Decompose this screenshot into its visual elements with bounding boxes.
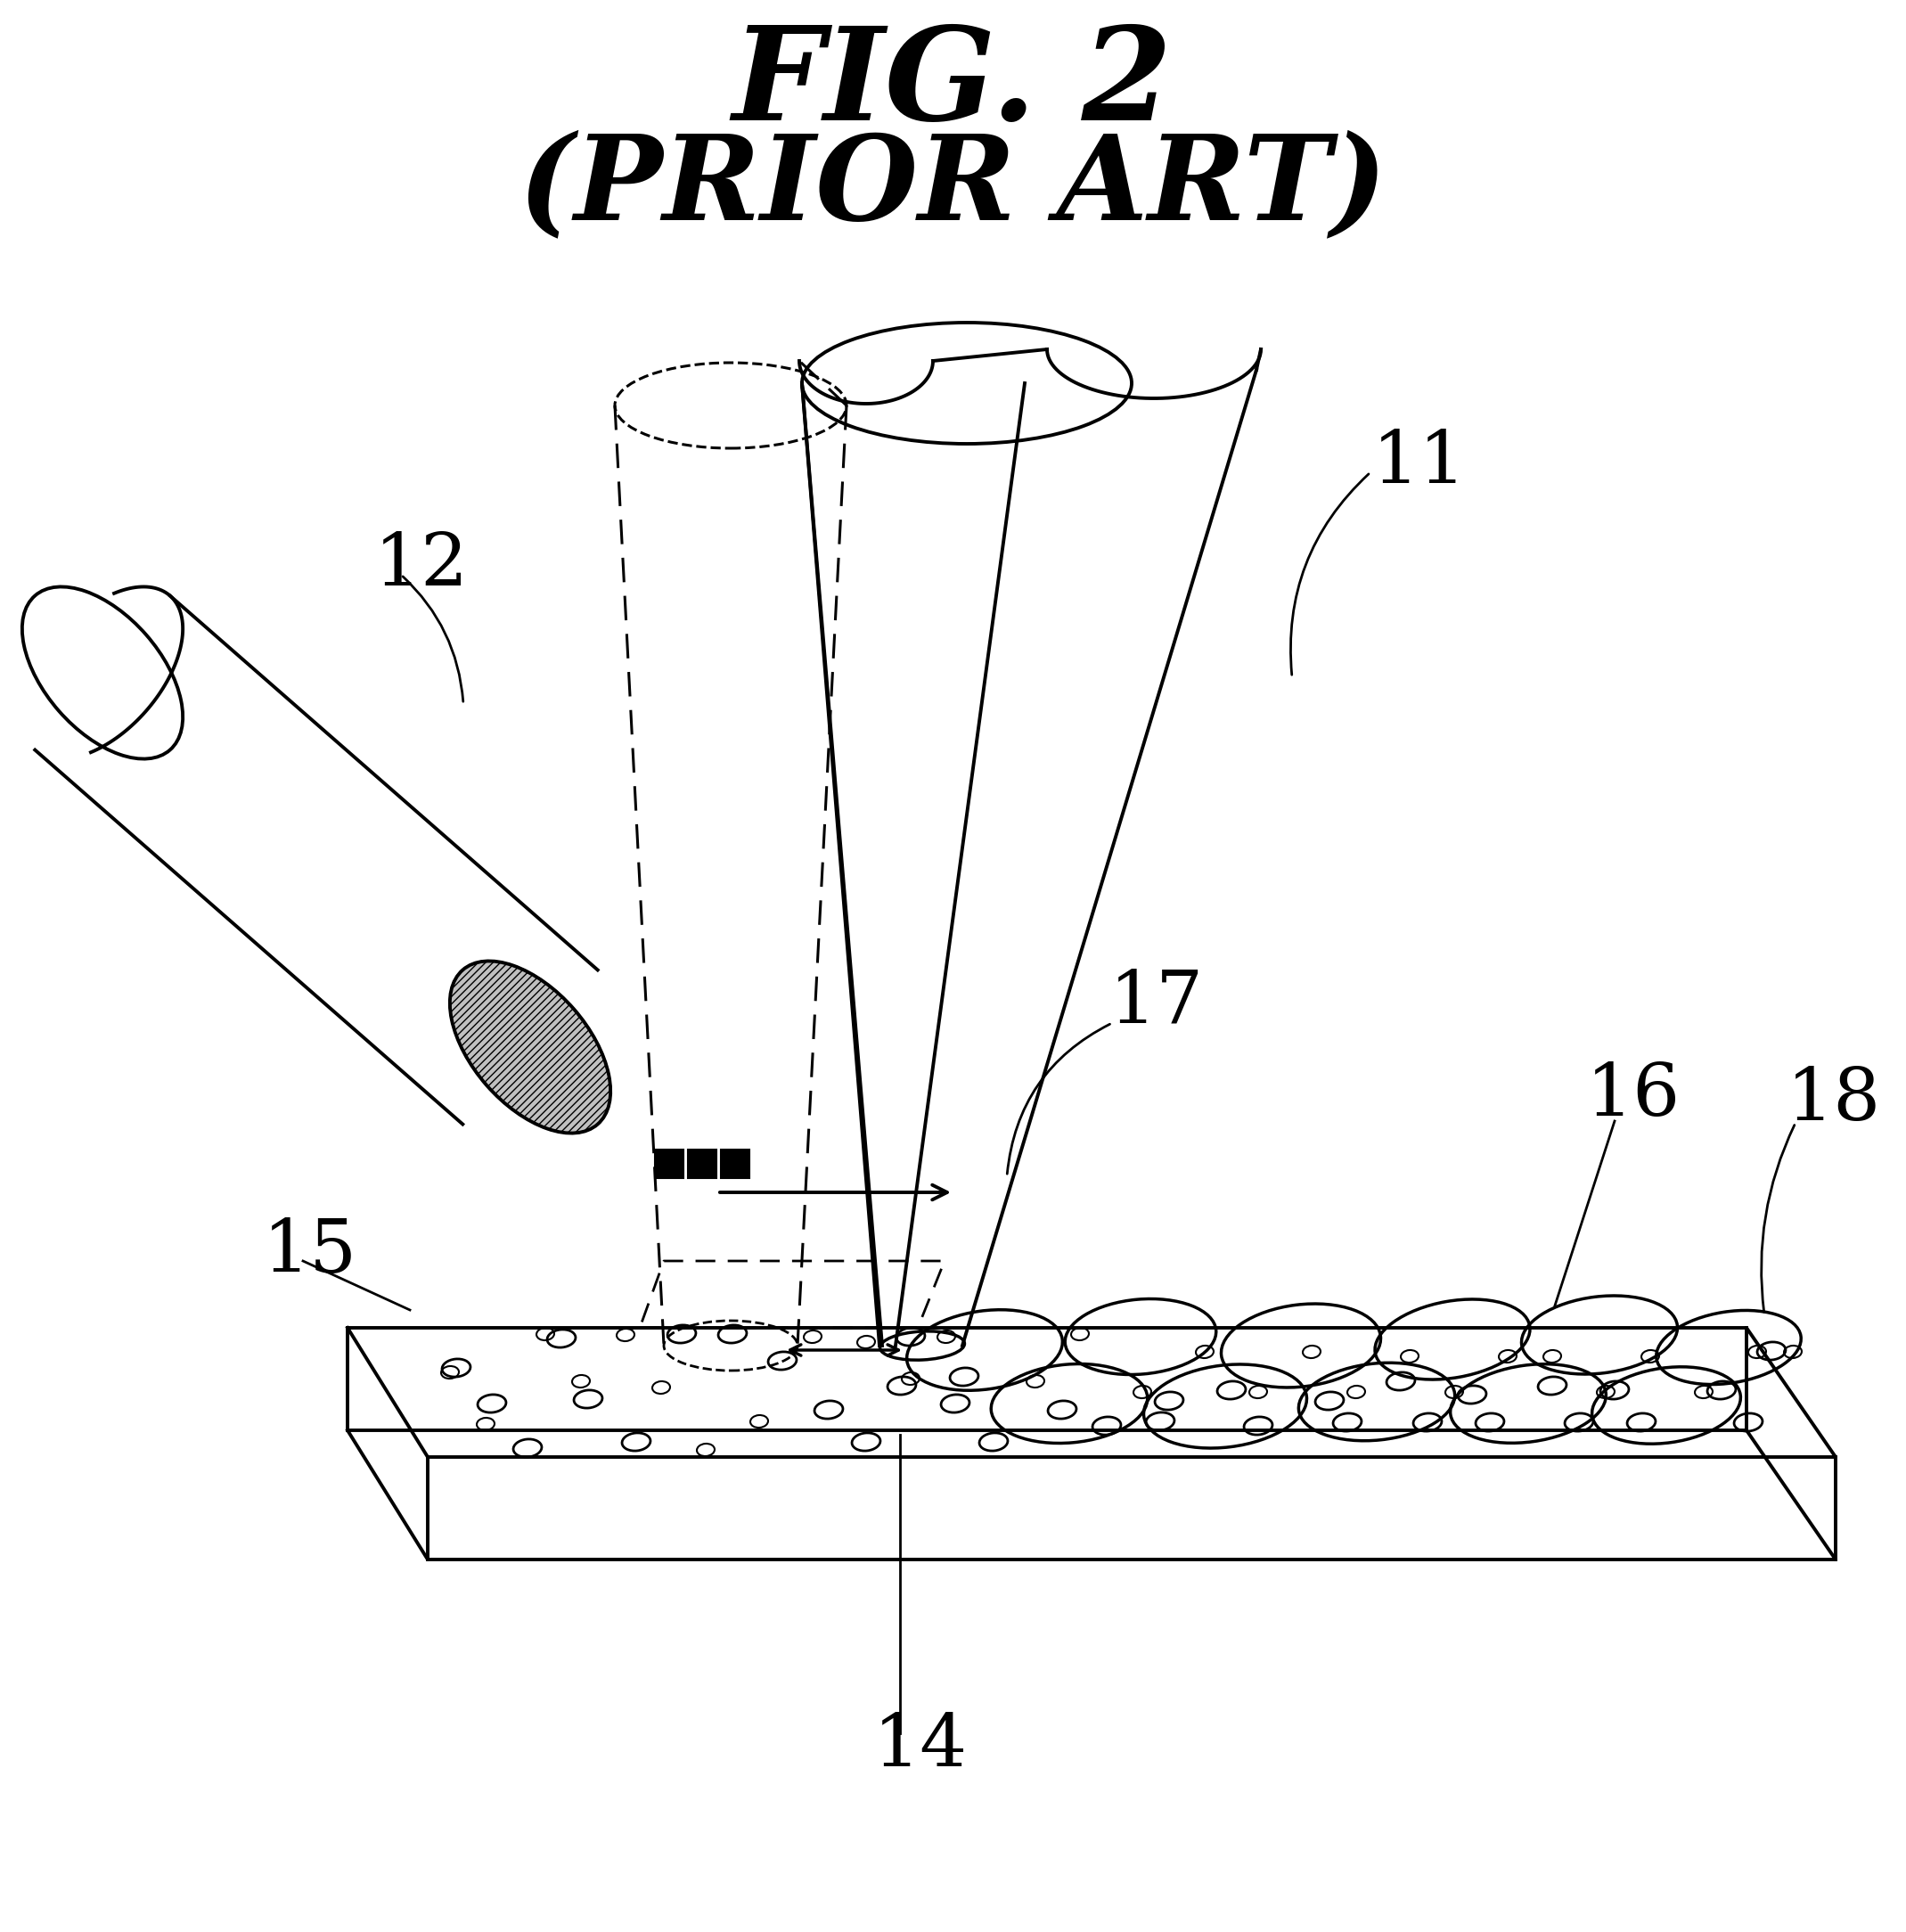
Text: 18: 18: [1786, 1065, 1881, 1136]
Text: 11: 11: [1372, 427, 1468, 498]
Bar: [656, 1150, 684, 1179]
Bar: [688, 1150, 717, 1179]
Ellipse shape: [450, 960, 610, 1134]
Text: 15: 15: [263, 1217, 358, 1289]
Text: 12: 12: [374, 529, 469, 601]
Bar: [720, 1150, 749, 1179]
Text: (PRIOR ART): (PRIOR ART): [518, 129, 1388, 245]
Text: FIG. 2: FIG. 2: [732, 21, 1172, 147]
Text: 16: 16: [1586, 1061, 1681, 1132]
Text: 17: 17: [1109, 966, 1205, 1037]
Text: 14: 14: [873, 1712, 968, 1783]
